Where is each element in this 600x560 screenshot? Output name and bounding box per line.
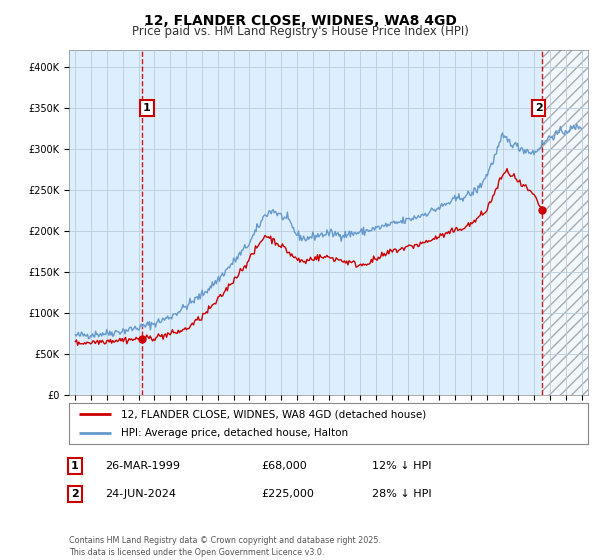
Text: 28% ↓ HPI: 28% ↓ HPI: [372, 489, 431, 499]
Text: 2: 2: [71, 489, 79, 499]
Text: Price paid vs. HM Land Registry's House Price Index (HPI): Price paid vs. HM Land Registry's House …: [131, 25, 469, 38]
Text: HPI: Average price, detached house, Halton: HPI: Average price, detached house, Halt…: [121, 428, 348, 437]
Text: 26-MAR-1999: 26-MAR-1999: [105, 461, 180, 471]
Text: £225,000: £225,000: [261, 489, 314, 499]
Text: 1: 1: [143, 103, 151, 113]
Text: 12, FLANDER CLOSE, WIDNES, WA8 4GD: 12, FLANDER CLOSE, WIDNES, WA8 4GD: [143, 14, 457, 28]
Text: 12, FLANDER CLOSE, WIDNES, WA8 4GD (detached house): 12, FLANDER CLOSE, WIDNES, WA8 4GD (deta…: [121, 409, 426, 419]
Text: 1: 1: [71, 461, 79, 471]
Bar: [542, 50, 588, 395]
Bar: [542, 50, 588, 395]
Text: Contains HM Land Registry data © Crown copyright and database right 2025.
This d: Contains HM Land Registry data © Crown c…: [69, 536, 381, 557]
Text: £68,000: £68,000: [261, 461, 307, 471]
Text: 12% ↓ HPI: 12% ↓ HPI: [372, 461, 431, 471]
Text: 2: 2: [535, 103, 542, 113]
Text: 24-JUN-2024: 24-JUN-2024: [105, 489, 176, 499]
